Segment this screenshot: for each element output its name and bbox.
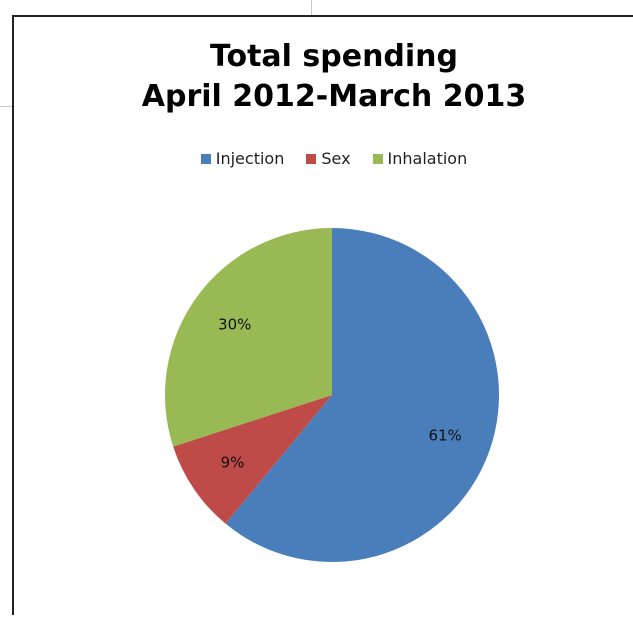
- pie-slice-sex[interactable]: [173, 395, 332, 524]
- pie-slice-inhalation[interactable]: [165, 228, 332, 447]
- chart-title-line-2: April 2012-March 2013: [141, 79, 527, 114]
- pie-slice-injection[interactable]: [225, 228, 500, 562]
- sheet-gridline-horizontal: [0, 106, 12, 107]
- legend-item-injection: Injection: [200, 149, 285, 168]
- legend-swatch-sex: [306, 153, 317, 164]
- legend-swatch-inhalation: [372, 153, 383, 164]
- legend-item-inhalation: Inhalation: [372, 149, 468, 168]
- data-label-inhalation: 30%: [218, 315, 251, 333]
- data-label-sex: 9%: [221, 454, 245, 472]
- chart-title-line-1: Total spending: [209, 39, 459, 74]
- data-label-injection: 61%: [428, 427, 461, 445]
- sheet-gridline-vertical: [311, 0, 312, 15]
- legend-label-inhalation: Inhalation: [387, 149, 468, 168]
- chart-legend: Injection Sex Inhalation: [14, 149, 633, 168]
- pie-chart: 61% 9% 30%: [165, 228, 500, 562]
- chart-title: Total spending April 2012-March 2013: [14, 37, 633, 117]
- legend-item-sex: Sex: [306, 149, 351, 168]
- legend-label-injection: Injection: [215, 149, 285, 168]
- chart-area[interactable]: Total spending April 2012-March 2013 Inj…: [12, 15, 633, 615]
- legend-swatch-injection: [200, 153, 211, 164]
- legend-label-sex: Sex: [321, 149, 351, 168]
